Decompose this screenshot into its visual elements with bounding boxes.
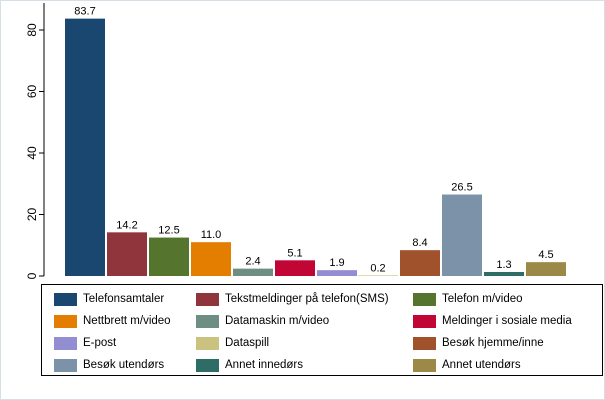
y-tick-label-60: 60: [25, 85, 39, 99]
y-tick-label-80: 80: [25, 23, 39, 37]
bar-9: [442, 194, 482, 276]
bar-6: [317, 270, 357, 276]
bar-label-5: 5.1: [287, 247, 302, 259]
legend-item: Besøk hjemme/inne: [413, 334, 544, 352]
legend-label: Dataspill: [225, 337, 270, 349]
legend-label: Annet innedørs: [225, 359, 303, 371]
legend-label: Meldinger i sosiale media: [442, 315, 572, 327]
bar-label-0: 83.7: [74, 6, 95, 18]
y-tick-label-0: 0: [25, 272, 39, 279]
chart-legend: Telefonsamtaler Tekstmeldinger på telefon…: [41, 284, 603, 376]
legend-swatch: [413, 358, 436, 372]
legend-label: Besøk hjemme/inne: [442, 337, 544, 349]
legend-swatch: [413, 336, 436, 350]
bar-3: [191, 242, 231, 276]
legend-item: Besøk utendørs: [54, 356, 164, 374]
bar-label-11: 4.5: [538, 249, 553, 261]
bar-label-2: 12.5: [158, 225, 179, 237]
legend-item: Telefonsamtaler: [54, 290, 164, 308]
legend-item: Meldinger i sosiale media: [413, 312, 572, 330]
bar-8: [400, 250, 440, 276]
legend-item: Nettbrett m/video: [54, 312, 171, 330]
bar-7: [358, 275, 398, 276]
legend-label: E-post: [83, 337, 117, 349]
legend-item: Telefon m/video: [413, 290, 523, 308]
bar-label-1: 14.2: [116, 219, 137, 231]
bar-2: [149, 237, 189, 276]
legend-swatch: [413, 314, 436, 328]
bar-label-6: 1.9: [329, 257, 344, 269]
bar-label-8: 8.4: [412, 237, 427, 249]
y-tick-label-20: 20: [25, 208, 39, 222]
legend-swatch: [54, 336, 77, 350]
bar-11: [526, 262, 566, 276]
legend-swatch: [54, 358, 77, 372]
bar-chart: 0 20 40 60 80 83.7 14.2 12.5 11.0 2.4 5.1 1.9 0.2 8.4…: [25, 3, 566, 279]
legend-swatch: [196, 292, 219, 306]
legend-item: Annet innedørs: [196, 356, 303, 374]
bar-label-9: 26.5: [451, 182, 472, 194]
bar-1: [107, 232, 147, 276]
legend-item: Dataspill: [196, 334, 269, 352]
bar-0: [65, 18, 105, 277]
bar-label-3: 11.0: [201, 229, 222, 241]
legend-swatch: [196, 336, 219, 350]
bar-label-10: 1.3: [496, 259, 511, 271]
legend-swatch: [196, 358, 219, 372]
bar-label-7: 0.2: [370, 262, 385, 274]
legend-label: Nettbrett m/video: [83, 315, 171, 327]
bar-10: [484, 272, 524, 276]
legend-label: Besøk utendørs: [83, 359, 165, 371]
legend-swatch: [54, 292, 77, 306]
y-tick-label-40: 40: [25, 146, 39, 160]
legend-item: Tekstmeldinger på telefon(SMS): [196, 290, 389, 308]
legend-label: Telefonsamtaler: [83, 293, 165, 305]
legend-label: Telefon m/video: [442, 293, 523, 305]
bar-label-4: 2.4: [245, 256, 260, 268]
legend-swatch: [54, 314, 77, 328]
legend-item: E-post: [54, 334, 116, 352]
legend-item: Annet utendørs: [413, 356, 521, 374]
legend-swatch: [413, 292, 436, 306]
bar-4: [233, 268, 273, 276]
bar-5: [275, 260, 315, 276]
legend-label: Datamaskin m/video: [225, 315, 330, 327]
legend-label: Annet utendørs: [442, 359, 521, 371]
legend-label: Tekstmeldinger på telefon(SMS): [225, 293, 389, 305]
legend-item: Datamaskin m/video: [196, 312, 329, 330]
legend-swatch: [196, 314, 219, 328]
